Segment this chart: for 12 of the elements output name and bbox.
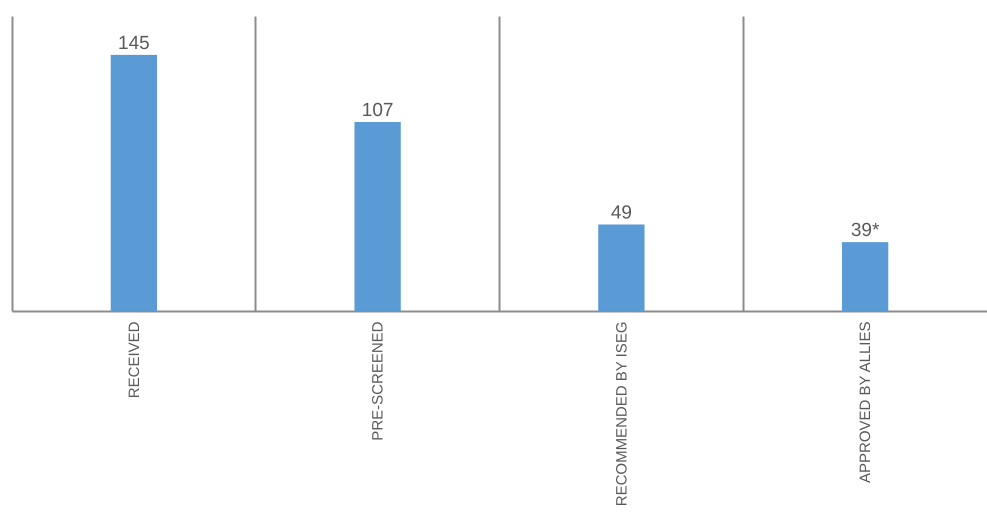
x-tick-label: RECEIVED: [126, 321, 143, 398]
bar: [598, 224, 645, 311]
x-tick-label: APPROVED BY ALLIES: [857, 322, 874, 483]
bar: [110, 54, 158, 311]
bar: [842, 242, 888, 311]
data-label: 145: [118, 32, 150, 54]
data-label: 39*: [850, 220, 880, 242]
data-label: 49: [610, 202, 632, 224]
data-label: 107: [362, 100, 394, 121]
x-tick-label: RECOMMENDED BY ISEG: [613, 322, 630, 506]
bar: [354, 122, 401, 311]
x-tick-label: PRE-SCREENED: [370, 321, 387, 441]
